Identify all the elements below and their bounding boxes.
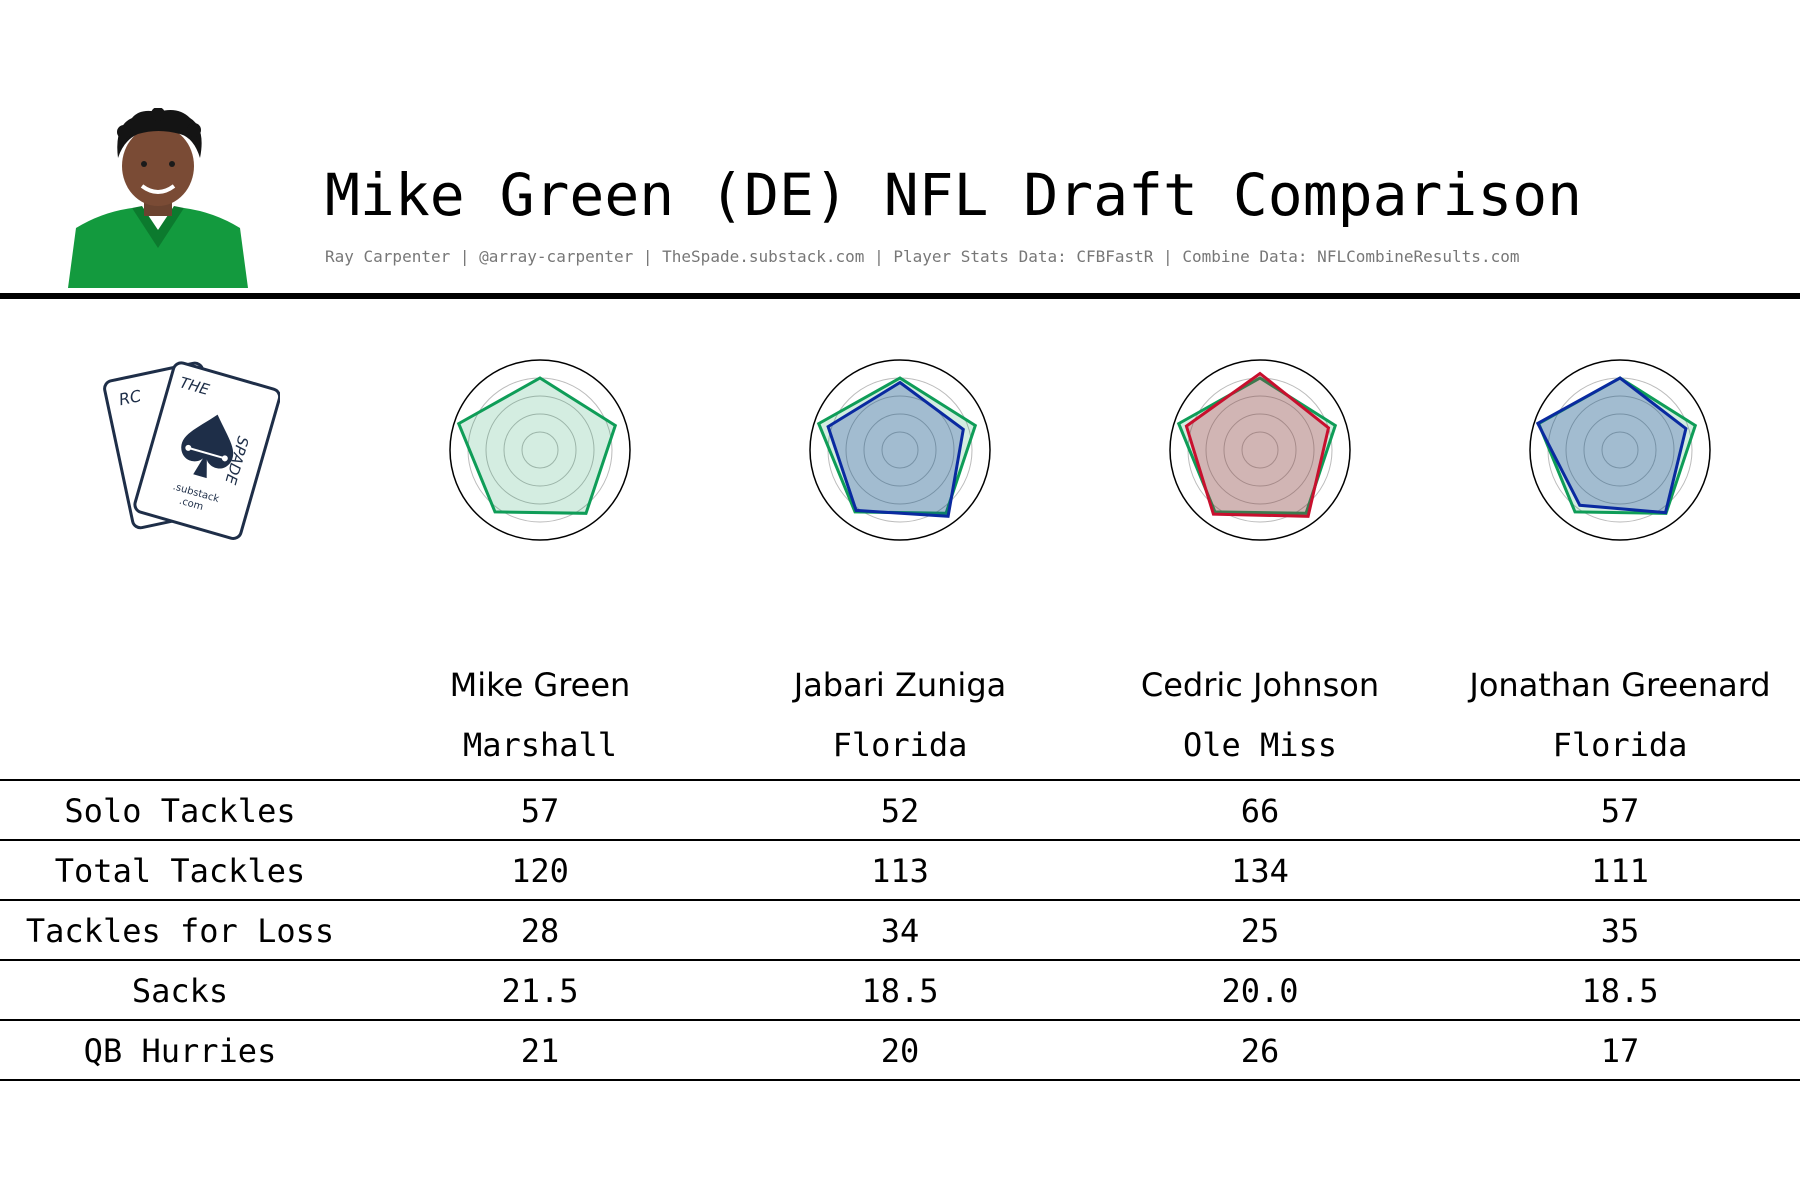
stat-value: 57 bbox=[1600, 792, 1640, 830]
stat-value: 52 bbox=[880, 792, 920, 830]
stat-label: QB Hurries bbox=[83, 1032, 277, 1070]
stat-value: 21 bbox=[520, 1032, 560, 1070]
radar-chart-jabari-zuniga bbox=[809, 359, 991, 541]
stat-value: 120 bbox=[511, 852, 569, 890]
player-school: Marshall bbox=[462, 726, 618, 764]
stat-value: 17 bbox=[1600, 1032, 1640, 1070]
player-name: Jabari Zuniga bbox=[793, 666, 1007, 704]
radar-grid-ring bbox=[1241, 431, 1279, 469]
stat-row-solo-tackles: Solo Tackles 57 52 66 57 bbox=[0, 781, 1800, 841]
table-rule bbox=[0, 899, 1800, 901]
stat-value: 20.0 bbox=[1221, 972, 1299, 1010]
stat-value: 57 bbox=[520, 792, 560, 830]
stat-value: 18.5 bbox=[861, 972, 939, 1010]
radar-grid-ring bbox=[1205, 395, 1315, 505]
radar-grid-ring bbox=[1565, 395, 1675, 505]
radar-chart-cedric-johnson bbox=[1169, 359, 1351, 541]
radar-series-comparison bbox=[1535, 376, 1688, 515]
page-title: Mike Green (DE) NFL Draft Comparison bbox=[325, 161, 1583, 229]
stat-label: Sacks bbox=[131, 972, 229, 1010]
stat-row-qb-hurries: QB Hurries 21 20 26 17 bbox=[0, 1021, 1800, 1081]
radar-grid-ring bbox=[845, 395, 955, 505]
player-name: Cedric Johnson bbox=[1140, 666, 1380, 704]
player-photo bbox=[68, 108, 248, 288]
header: Mike Green (DE) NFL Draft Comparison Ray… bbox=[0, 0, 1800, 300]
stat-value: 35 bbox=[1600, 912, 1640, 950]
stat-value: 25 bbox=[1240, 912, 1280, 950]
logo-rc-text: RC bbox=[117, 386, 144, 409]
stat-row-sacks: Sacks 21.5 18.5 20.0 18.5 bbox=[0, 961, 1800, 1021]
player-name: Mike Green bbox=[449, 666, 631, 704]
radar-grid-ring bbox=[1223, 413, 1297, 487]
radar-series-mike-green bbox=[1176, 376, 1338, 515]
stat-label: Tackles for Loss bbox=[25, 912, 335, 950]
stat-value: 28 bbox=[520, 912, 560, 950]
radar-grid-ring bbox=[1601, 431, 1639, 469]
player-name-row: Mike Green Jabari Zuniga Cedric Johnson … bbox=[0, 655, 1800, 715]
header-divider bbox=[0, 293, 1800, 299]
table-rule bbox=[0, 1079, 1800, 1081]
radar-series-comparison bbox=[1184, 371, 1331, 518]
the-spade-logo: RC THE .substack .com SPADE bbox=[103, 361, 280, 540]
player-school: Ole Miss bbox=[1182, 726, 1338, 764]
stat-value: 66 bbox=[1240, 792, 1280, 830]
table-rule bbox=[0, 959, 1800, 961]
player-name: Jonathan Greenard bbox=[1469, 666, 1771, 704]
stat-value: 34 bbox=[880, 912, 920, 950]
radar-grid-ring bbox=[881, 431, 919, 469]
radar-series-mike-green bbox=[456, 376, 618, 515]
stat-label: Solo Tackles bbox=[64, 792, 296, 830]
table-rule bbox=[0, 1019, 1800, 1021]
radar-grid-ring bbox=[503, 413, 577, 487]
stat-value: 18.5 bbox=[1581, 972, 1659, 1010]
player-school: Florida bbox=[832, 726, 968, 764]
radar-series-comparison bbox=[826, 380, 965, 518]
table-rule bbox=[0, 839, 1800, 841]
spade-icon bbox=[181, 414, 234, 479]
stat-label: Total Tackles bbox=[54, 852, 306, 890]
player-school-row: Marshall Florida Ole Miss Florida bbox=[0, 715, 1800, 775]
radar-grid-ring bbox=[1583, 413, 1657, 487]
stat-value: 20 bbox=[880, 1032, 920, 1070]
radar-chart-jonathan-greenard bbox=[1529, 359, 1711, 541]
stat-value: 134 bbox=[1231, 852, 1289, 890]
stat-row-tackles-for-loss: Tackles for Loss 28 34 25 35 bbox=[0, 901, 1800, 961]
radar-grid-ring bbox=[863, 413, 937, 487]
player-school: Florida bbox=[1552, 726, 1688, 764]
stat-value: 26 bbox=[1240, 1032, 1280, 1070]
radar-grid-ring bbox=[485, 395, 595, 505]
credits-line: Ray Carpenter | @array-carpenter | TheSp… bbox=[325, 247, 1520, 266]
radar-chart-mike-green bbox=[449, 359, 631, 541]
stat-value: 21.5 bbox=[501, 972, 579, 1010]
stat-row-total-tackles: Total Tackles 120 113 134 111 bbox=[0, 841, 1800, 901]
stat-value: 111 bbox=[1591, 852, 1649, 890]
table-rule bbox=[0, 779, 1800, 781]
radar-grid-ring bbox=[521, 431, 559, 469]
stat-value: 113 bbox=[871, 852, 929, 890]
